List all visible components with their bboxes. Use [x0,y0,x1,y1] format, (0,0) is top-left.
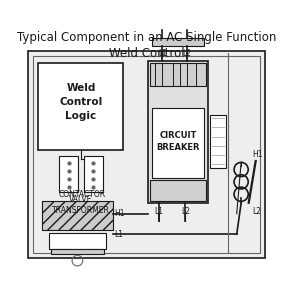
Bar [42,201,113,230]
Text: L2: L2 [181,207,190,216]
Text: Weld
Control
Logic: Weld Control Logic [59,83,103,121]
Text: VALVE
TRANSFORMER: VALVE TRANSFORMER [52,195,110,214]
Text: L1: L1 [158,49,167,58]
Bar [49,233,106,249]
Bar [84,156,103,192]
Bar [51,249,104,254]
Bar [38,63,123,150]
Text: L1: L1 [154,207,163,216]
Text: Typical Component in an AC Single Function
Weld Control: Typical Component in an AC Single Functi… [17,32,276,60]
Text: CONTACTOR: CONTACTOR [58,190,105,199]
Bar [150,63,206,86]
Text: H1: H1 [252,150,262,159]
Bar [152,38,204,46]
Text: L2: L2 [252,207,261,216]
Bar [148,61,207,203]
Text: CIRCUIT
BREAKER: CIRCUIT BREAKER [156,131,200,152]
Bar [150,180,206,201]
Bar [28,51,265,258]
Text: L1: L1 [115,230,124,238]
Text: L2: L2 [183,49,192,58]
Bar [152,107,204,178]
Bar [210,115,226,168]
Bar [59,156,78,192]
Text: H1: H1 [115,209,125,218]
Bar [33,56,260,253]
